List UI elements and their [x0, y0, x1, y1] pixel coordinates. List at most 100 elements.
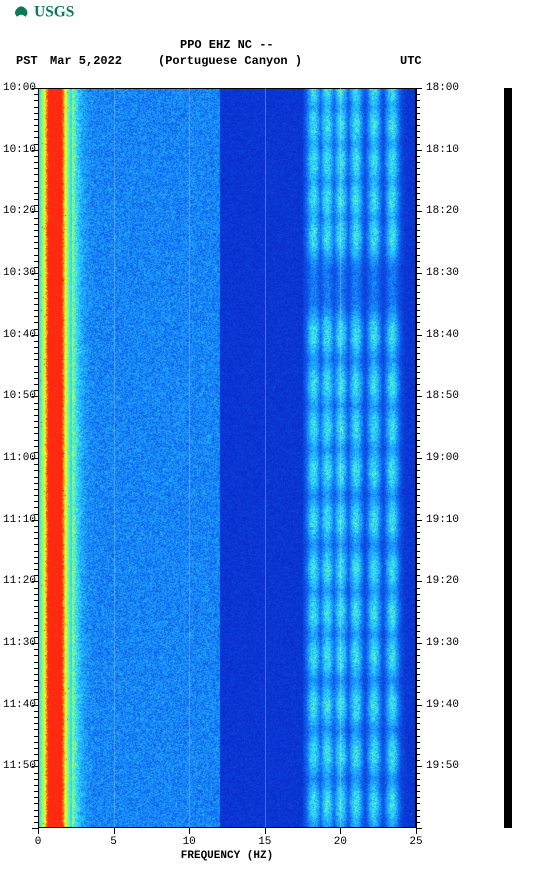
y-tick-left-minor [34, 483, 38, 484]
y-tick-left-minor [34, 507, 38, 508]
y-label-left: 11:20 [0, 575, 36, 587]
y-label-left: 10:30 [0, 267, 36, 279]
y-tick-left-minor [34, 372, 38, 373]
x-tick-label: 5 [110, 836, 117, 848]
y-tick-left-minor [34, 668, 38, 669]
y-label-left: 10:10 [0, 144, 36, 156]
page-root: USGS PPO EHZ NC -- PST Mar 5,2022 (Portu… [0, 0, 552, 892]
y-tick-left-minor [34, 736, 38, 737]
y-tick-left-minor [34, 625, 38, 626]
y-tick-left-minor [34, 366, 38, 367]
y-tick-left-minor [34, 470, 38, 471]
x-tick [265, 828, 266, 834]
y-tick-left-minor [34, 341, 38, 342]
date-label: Mar 5,2022 [50, 54, 122, 68]
tz-right-label: UTC [400, 54, 422, 68]
y-tick-left-minor [34, 662, 38, 663]
y-tick-left-minor [34, 125, 38, 126]
y-label-right: 18:20 [426, 205, 459, 217]
x-axis-label: FREQUENCY (HZ) [38, 850, 416, 862]
y-tick-left-minor [34, 433, 38, 434]
y-tick-left-minor [34, 255, 38, 256]
y-tick-left-minor [34, 384, 38, 385]
y-tick-left-minor [34, 717, 38, 718]
y-tick-left-minor [34, 779, 38, 780]
y-label-right: 19:30 [426, 637, 459, 649]
y-tick-left-minor [34, 816, 38, 817]
y-tick-left-minor [34, 230, 38, 231]
y-tick-left-minor [34, 791, 38, 792]
y-label-right: 18:00 [426, 82, 459, 94]
y-label-right: 18:40 [426, 329, 459, 341]
x-tick [38, 828, 39, 834]
y-tick-left-minor [34, 242, 38, 243]
y-tick-left-minor [34, 409, 38, 410]
y-tick-left-minor [34, 100, 38, 101]
y-tick-left-minor [34, 588, 38, 589]
y-tick-left-minor [34, 415, 38, 416]
station-code: PPO EHZ NC -- [180, 38, 274, 52]
y-tick-left-minor [34, 378, 38, 379]
colorbar-strip [504, 88, 512, 828]
y-label-left: 11:30 [0, 637, 36, 649]
y-tick-left-minor [34, 551, 38, 552]
y-label-right: 18:50 [426, 390, 459, 402]
y-tick-left-minor [34, 773, 38, 774]
y-tick-left-minor [34, 649, 38, 650]
y-tick-left-minor [34, 563, 38, 564]
y-tick-left-minor [34, 427, 38, 428]
y-tick-left-minor [34, 279, 38, 280]
y-tick-left-minor [34, 285, 38, 286]
y-tick-left-minor [34, 742, 38, 743]
tz-left-label: PST [16, 54, 38, 68]
y-tick-left-minor [34, 353, 38, 354]
y-tick-left-minor [34, 310, 38, 311]
y-tick-left-minor [34, 477, 38, 478]
y-tick-left-minor [34, 107, 38, 108]
x-tick-label: 25 [409, 836, 422, 848]
y-tick-left-minor [34, 495, 38, 496]
station-name: (Portuguese Canyon ) [158, 54, 302, 68]
y-tick-left-minor [34, 236, 38, 237]
y-tick-left-minor [34, 711, 38, 712]
y-tick-left-minor [34, 292, 38, 293]
x-tick [340, 828, 341, 834]
y-label-left: 11:10 [0, 514, 36, 526]
y-label-right: 19:40 [426, 699, 459, 711]
x-tick [114, 828, 115, 834]
y-tick-left-minor [34, 785, 38, 786]
y-tick-left-minor [34, 199, 38, 200]
y-tick-left-minor [34, 600, 38, 601]
y-tick-left-minor [34, 304, 38, 305]
y-tick-left-minor [34, 261, 38, 262]
y-label-right: 18:10 [426, 144, 459, 156]
y-tick-left-minor [34, 557, 38, 558]
y-tick-left-minor [34, 440, 38, 441]
y-tick-left-minor [34, 193, 38, 194]
y-tick-left-minor [34, 729, 38, 730]
y-tick-left-minor [34, 569, 38, 570]
x-tick-label: 20 [334, 836, 347, 848]
y-tick-left-minor [34, 156, 38, 157]
y-tick-left-minor [34, 594, 38, 595]
y-label-right: 19:10 [426, 514, 459, 526]
y-tick-left-minor [34, 421, 38, 422]
x-tick-label: 15 [258, 836, 271, 848]
y-label-left: 10:40 [0, 329, 36, 341]
y-tick-left-minor [34, 359, 38, 360]
y-tick-left-minor [34, 618, 38, 619]
y-tick-left-minor [34, 692, 38, 693]
y-tick-left-minor [34, 322, 38, 323]
y-label-right: 18:30 [426, 267, 459, 279]
y-label-right: 19:50 [426, 760, 459, 772]
y-tick-left-minor [34, 248, 38, 249]
x-axis: 0510152025 FREQUENCY (HZ) [38, 828, 416, 868]
right-axis-border [416, 88, 417, 828]
y-tick-left-minor [34, 532, 38, 533]
y-tick-left-minor [34, 174, 38, 175]
x-tick [189, 828, 190, 834]
y-tick-left-minor [34, 94, 38, 95]
y-tick-left-minor [34, 137, 38, 138]
y-label-left: 11:40 [0, 699, 36, 711]
y-tick-left-minor [34, 501, 38, 502]
